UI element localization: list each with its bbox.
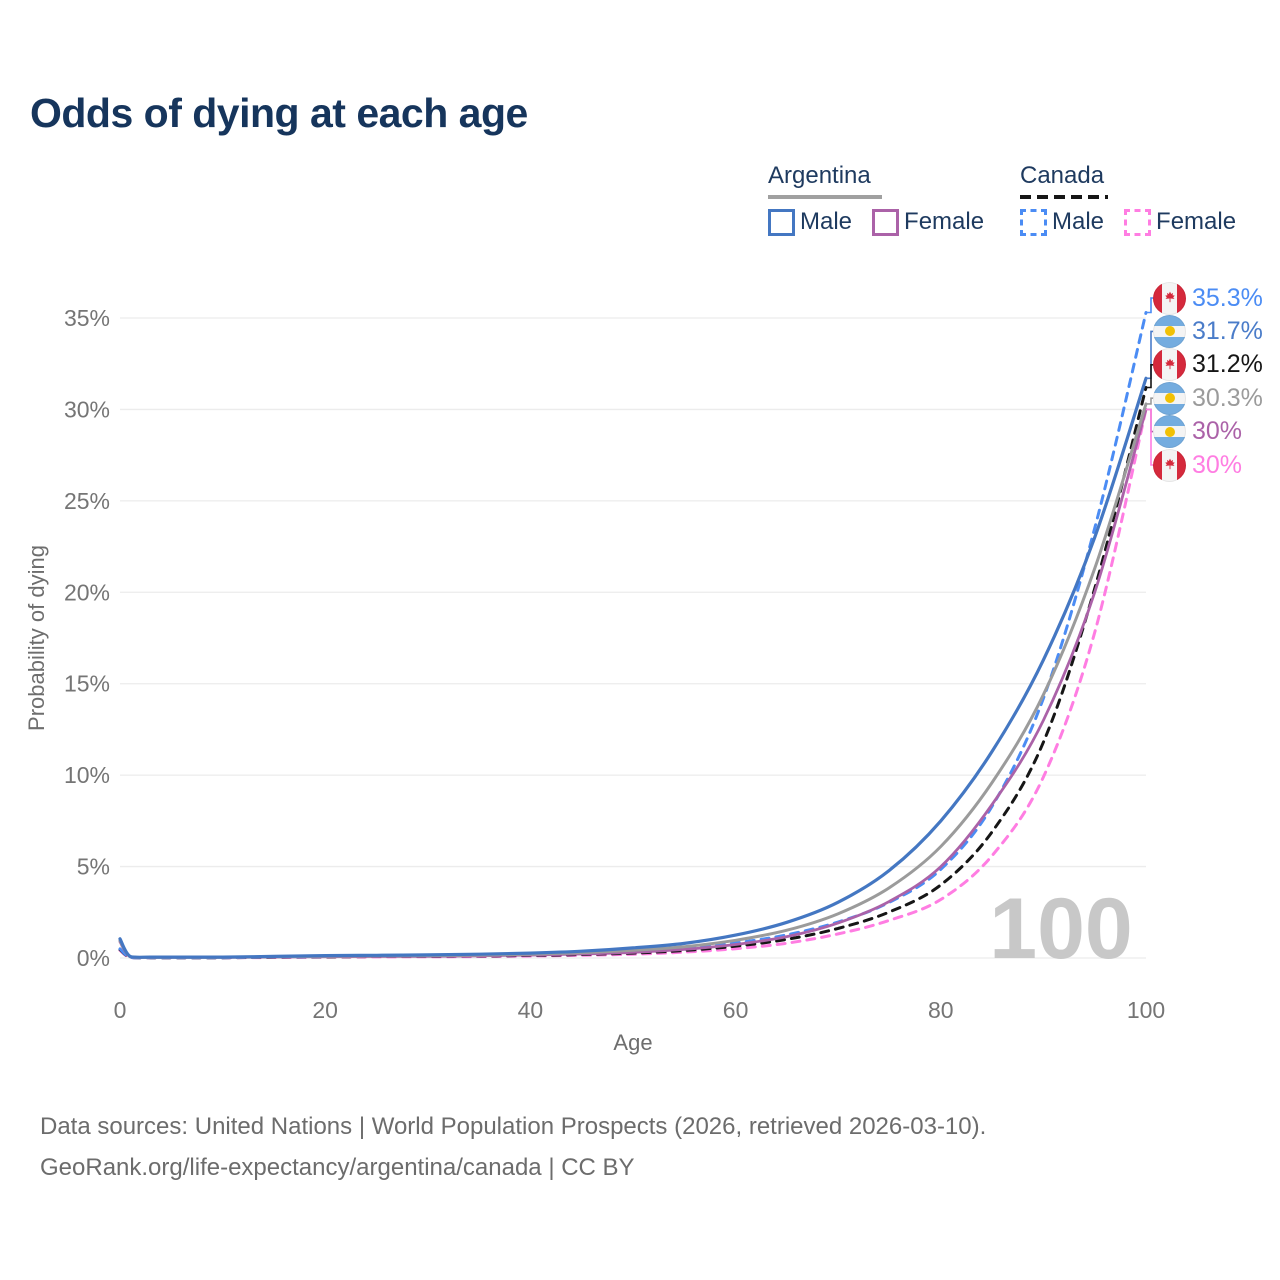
legend-item-argentina-male[interactable]: Male bbox=[768, 208, 852, 236]
footer-sources: Data sources: United Nations | World Pop… bbox=[40, 1113, 987, 1140]
y-tick-label: 5% bbox=[77, 854, 110, 880]
legend-label-argentina-female: Female bbox=[904, 208, 985, 235]
x-axis-title: Age bbox=[613, 1030, 652, 1055]
footer: Data sources: United Nations | World Pop… bbox=[40, 1106, 986, 1188]
leader-line bbox=[1146, 363, 1155, 389]
x-tick-label: 20 bbox=[312, 997, 338, 1023]
leader-line bbox=[1146, 297, 1155, 314]
series-line-argentina-combined bbox=[118, 402, 1148, 959]
x-tick-label: 100 bbox=[1127, 997, 1165, 1023]
legend-items-argentina: Male Female bbox=[768, 208, 984, 236]
footer-attribution: GeoRank.org/life-expectancy/argentina/ca… bbox=[40, 1154, 635, 1181]
y-tick-label: 35% bbox=[64, 305, 110, 331]
legend-title-argentina: Argentina bbox=[768, 162, 871, 189]
age-watermark: 100 bbox=[989, 881, 1133, 977]
x-tick-label: 80 bbox=[928, 997, 954, 1023]
series-line-canada-combined bbox=[118, 386, 1148, 960]
argentina-male-swatch-icon bbox=[768, 208, 795, 236]
y-tick-label: 20% bbox=[64, 579, 110, 605]
legend-label-argentina-male: Male bbox=[800, 208, 853, 235]
legend-item-canada-male[interactable]: Male bbox=[1020, 208, 1104, 236]
canada-female-swatch-icon bbox=[1124, 208, 1152, 236]
leader-line bbox=[1146, 408, 1155, 466]
y-tick-label: 25% bbox=[64, 488, 110, 514]
x-tick-label: 40 bbox=[518, 997, 544, 1023]
legend-group-argentina: Argentina Male Female bbox=[768, 162, 984, 236]
x-tick-label: 0 bbox=[114, 997, 127, 1023]
leader-line bbox=[1146, 397, 1155, 405]
legend-item-canada-female[interactable]: Female bbox=[1124, 208, 1236, 236]
argentina-combined-line-swatch bbox=[768, 195, 882, 199]
canada-male-swatch-icon bbox=[1020, 208, 1047, 236]
legend-label-canada-female: Female bbox=[1156, 208, 1237, 235]
legend-label-canada-male: Male bbox=[1052, 208, 1105, 235]
y-tick-label: 30% bbox=[64, 396, 110, 422]
legend-item-argentina-female[interactable]: Female bbox=[872, 208, 984, 236]
legend-title-canada: Canada bbox=[1020, 162, 1105, 189]
y-tick-label: 15% bbox=[64, 671, 110, 697]
y-tick-label: 0% bbox=[77, 945, 110, 971]
legend-group-canada: Canada Male Female bbox=[1020, 162, 1236, 236]
legend-items-canada: Male Female bbox=[1020, 208, 1236, 236]
y-tick-label: 10% bbox=[64, 762, 110, 788]
canada-combined-line-swatch bbox=[1020, 195, 1108, 199]
x-tick-label: 60 bbox=[723, 997, 749, 1023]
page-title: Odds of dying at each age bbox=[30, 90, 528, 136]
argentina-female-swatch-icon bbox=[872, 208, 900, 236]
y-axis-title: Probability of dying bbox=[24, 545, 49, 731]
series-line-argentina-male bbox=[118, 376, 1148, 959]
